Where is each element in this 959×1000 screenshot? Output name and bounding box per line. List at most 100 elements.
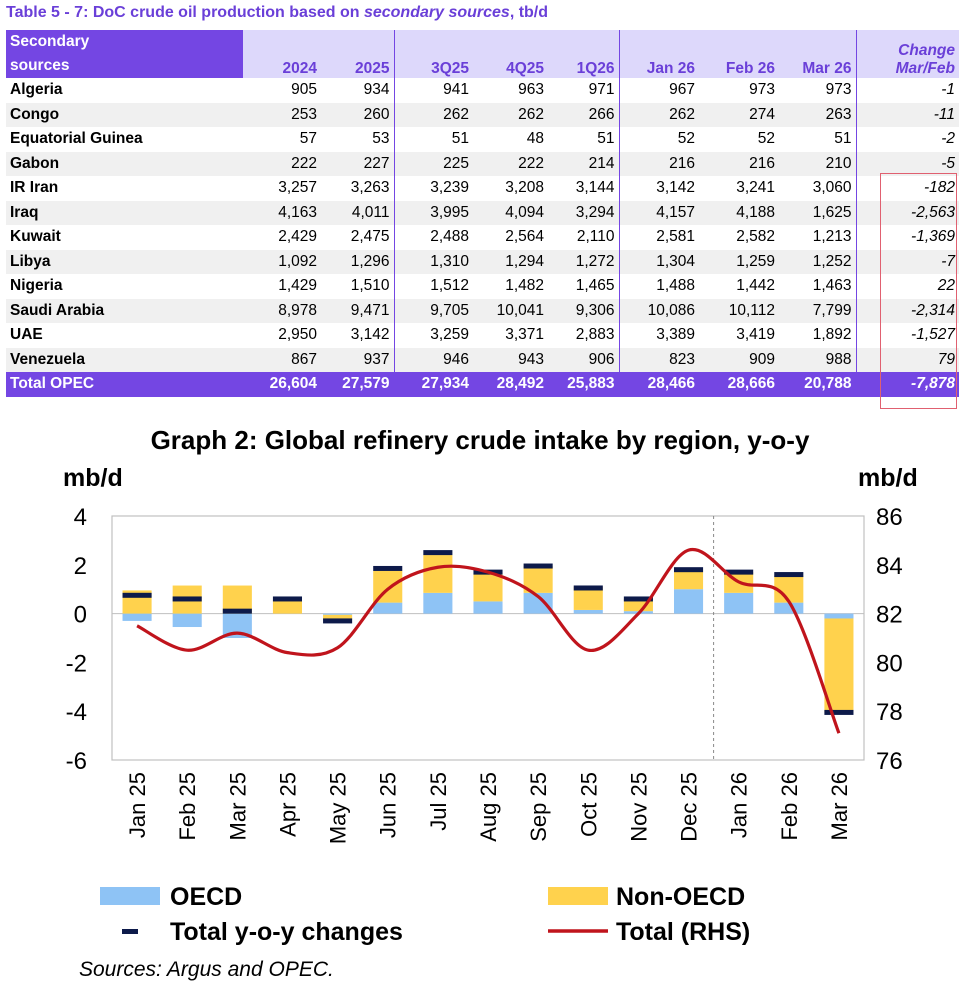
value-cell: 3,060 [779,176,857,201]
value-cell: 262 [394,102,473,127]
total-marker [122,592,152,598]
chart-title: Graph 2: Global refinery crude intake by… [151,425,810,455]
total-marker [272,596,303,602]
bar-oecd [523,592,553,614]
x-tick-label: Jul 25 [426,772,451,831]
total-marker [222,608,252,614]
value-cell: 27,934 [394,372,473,397]
value-cell: 260 [321,102,395,127]
value-cell: 266 [548,102,620,127]
table-header-row: Secondary sources 2024 2025 3Q25 4Q25 1Q2… [6,30,959,78]
value-cell: 4,157 [619,200,699,225]
total-marker [373,565,403,571]
value-cell: 1,429 [278,277,317,295]
value-cell: 262 [619,102,699,127]
change-cell: -11 [856,102,959,127]
x-tick-label: Mar 25 [225,772,250,840]
value-cell: 262 [473,102,548,127]
legend-label-non-oecd: Non-OECD [616,883,745,911]
country-name: Kuwait [10,228,61,246]
bar-oecd [724,592,754,614]
total-marker [673,567,704,573]
value-cell: 3,259 [430,326,469,344]
bar-non-oecd [824,618,854,713]
bar-non-oecd [423,555,453,593]
x-tick-label: Jun 25 [376,772,401,838]
value-cell: 2,582 [736,228,775,246]
change-cell: -1 [941,81,955,99]
value-cell: 2,110 [548,225,620,250]
value-cell: 963 [518,81,544,99]
country-name: Equatorial Guinea [10,130,143,148]
y-tick-label-right: 84 [876,553,903,580]
value-cell: 1,304 [619,249,699,274]
table-row: IR Iran 3,257 3,263 3,239 3,208 3,144 3,142 3,2… [6,176,959,201]
y-tick-label-left: -6 [66,748,87,775]
legend-swatch-oecd [100,887,160,905]
total-marker [724,569,754,575]
value-cell: 4,163 [243,200,321,225]
x-tick-label: Oct 25 [576,772,601,837]
x-tick-label: Nov 25 [626,772,651,842]
value-cell: 51 [548,127,620,152]
bar-oecd [423,592,453,614]
value-cell: 1,259 [699,249,779,274]
legend-swatch-total-changes [122,929,138,934]
value-cell: 3,419 [736,326,775,344]
value-cell: 222 [243,151,321,176]
table-row: Iraq 4,163 4,011 3,995 4,094 3,294 4,157 4,188 1… [6,200,959,225]
value-cell: 1,296 [321,249,395,274]
table-row: Congo 253 260 262 262 266 262 274 263 -11 [6,102,959,127]
table-row: Equatorial Guinea 57 53 51 48 51 52 52 51 -2 [6,127,959,152]
value-cell: 1,625 [779,200,857,225]
header-col: 3Q25 [394,30,473,78]
table-row: Saudi Arabia 8,978 9,471 9,705 10,041 9,306 10… [6,298,959,323]
value-cell: 9,471 [321,298,395,323]
x-tick-label: Apr 25 [275,772,300,837]
bar-oecd [323,613,353,615]
change-cell: -5 [856,151,959,176]
header-change: Change Mar/Feb [856,30,959,78]
value-cell: 1,310 [394,249,473,274]
x-tick-label: Feb 26 [777,772,802,841]
change-cell: -7,878 [856,372,959,397]
change-cell: 79 [856,347,959,372]
table-total-row: Total OPEC 26,604 27,579 27,934 28,492 25,883… [6,372,959,397]
x-tick-label: Mar 26 [827,772,852,840]
value-cell: 210 [779,151,857,176]
y-tick-label-left: -4 [66,699,87,726]
value-cell: 25,883 [548,372,620,397]
value-cell: 1,272 [548,249,620,274]
country-name: Venezuela [6,347,243,372]
bar-oecd [673,589,704,614]
value-cell: 1,892 [779,323,857,348]
y-tick-label-left: 2 [74,553,87,580]
total-rhs-line [136,547,841,734]
value-cell: 3,389 [656,326,695,344]
change-cell: -7 [856,249,959,274]
value-cell: 988 [779,347,857,372]
bar-non-oecd [673,569,704,590]
value-cell: 26,604 [243,372,321,397]
change-cell: -1,369 [911,228,955,246]
value-cell: 1,252 [779,249,857,274]
change-cell: -2,563 [856,200,959,225]
x-tick-label: Sep 25 [526,772,551,842]
value-cell: 57 [299,130,317,148]
x-tick-label: Dec 25 [677,772,702,842]
x-tick-label: Feb 25 [175,772,200,841]
bar-non-oecd [573,586,603,610]
highlight-box [880,173,957,409]
value-cell: 967 [669,81,695,99]
value-cell: 1,463 [779,274,857,299]
country-name: Gabon [6,151,243,176]
value-cell: 253 [243,102,321,127]
value-cell: 20,788 [779,372,857,397]
value-cell: 8,978 [243,298,321,323]
total-marker [423,550,453,556]
y-axis-right-label: mb/d [858,464,918,492]
value-cell: 1,465 [548,274,620,299]
total-marker [774,572,804,578]
value-cell: 934 [321,78,395,103]
header-col: 2024 [243,30,321,78]
